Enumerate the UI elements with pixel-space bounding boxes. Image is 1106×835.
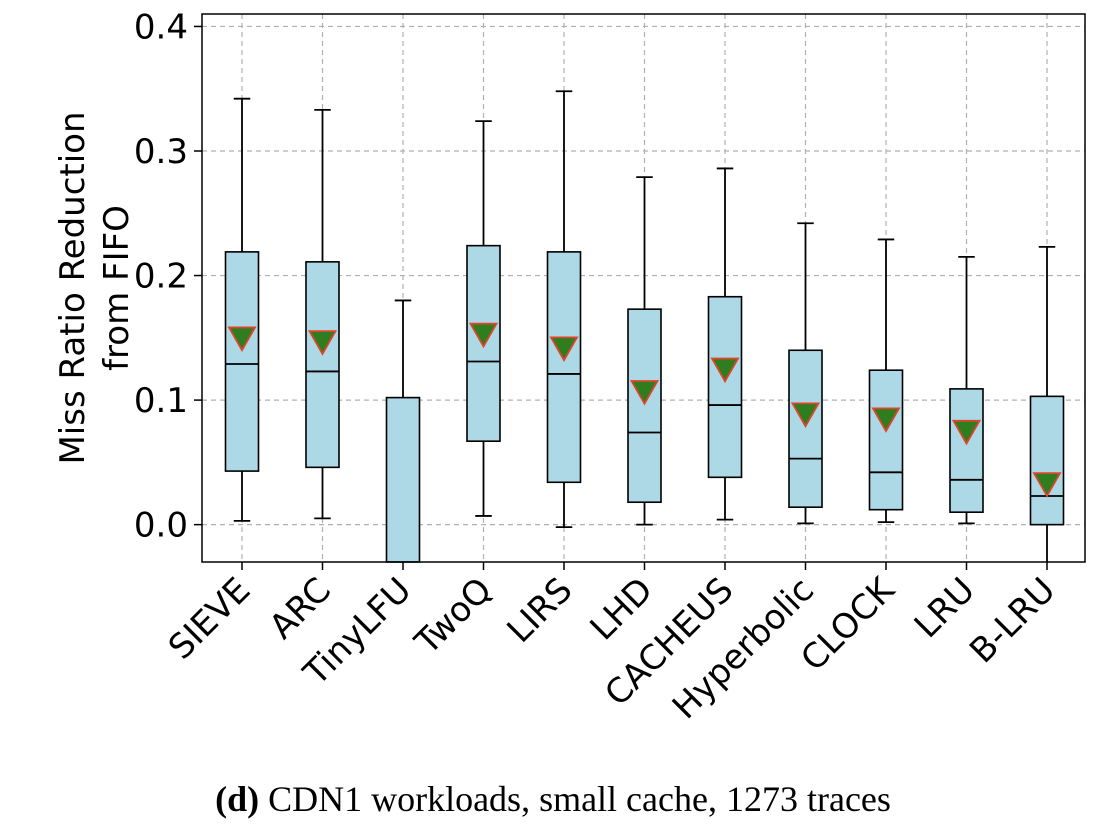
mean-marker bbox=[1032, 472, 1062, 498]
box-body bbox=[949, 388, 984, 513]
y-axis: 0.0 0.1 0.2 0.3 0.4 bbox=[134, 7, 202, 546]
y-tick-label: 0.1 bbox=[134, 381, 188, 421]
plot-frame bbox=[201, 13, 1086, 563]
box-arc bbox=[305, 109, 340, 520]
box-body bbox=[788, 349, 823, 509]
x-tick-label: B-LRU bbox=[962, 570, 1063, 671]
caption-text: CDN1 workloads, small cache, 1273 traces bbox=[268, 779, 891, 819]
box-body bbox=[627, 308, 662, 504]
x-tick-label: SIEVE bbox=[161, 570, 258, 667]
box-series bbox=[224, 90, 1065, 563]
y-tick-label: 0.3 bbox=[134, 132, 188, 172]
mean-marker bbox=[710, 357, 740, 384]
box-body bbox=[385, 396, 421, 563]
box-lru bbox=[949, 255, 984, 525]
box-sieve bbox=[224, 97, 260, 522]
box-body bbox=[1029, 395, 1065, 526]
box-b-lru bbox=[1029, 245, 1065, 562]
box-body bbox=[868, 369, 904, 511]
box-tinylfu bbox=[385, 299, 421, 563]
y-axis-title-line: Miss Ratio Reduction bbox=[53, 111, 93, 464]
box-hyperbolic bbox=[788, 222, 823, 525]
box-body bbox=[707, 295, 743, 479]
y-tick-label: 0.4 bbox=[134, 7, 188, 47]
box-twoq bbox=[466, 120, 501, 517]
y-tick-label: 0.2 bbox=[134, 257, 188, 297]
box-cacheus bbox=[707, 167, 743, 521]
box-body bbox=[305, 261, 340, 469]
caption-label: (d) bbox=[215, 779, 260, 819]
x-tick-label: LIRS bbox=[500, 570, 581, 651]
box-body bbox=[546, 251, 582, 484]
x-tick-label: CLOCK bbox=[793, 569, 903, 679]
mean-marker bbox=[468, 322, 499, 349]
mean-marker bbox=[790, 402, 821, 428]
figure-caption: (d) CDN1 workloads, small cache, 1273 tr… bbox=[0, 778, 1106, 820]
y-tick-label: 0.0 bbox=[134, 506, 188, 546]
box-clock bbox=[868, 238, 904, 524]
mean-marker bbox=[629, 380, 660, 406]
box-body bbox=[224, 251, 260, 472]
mean-marker bbox=[549, 336, 579, 362]
y-axis-title-line: from FIFO bbox=[97, 205, 137, 371]
mean-marker bbox=[307, 330, 338, 356]
x-tick-label: TwoQ bbox=[407, 570, 500, 663]
box-lirs bbox=[546, 90, 582, 529]
mean-marker bbox=[227, 326, 257, 352]
box-lhd bbox=[627, 176, 662, 526]
mean-marker bbox=[951, 419, 982, 446]
y-axis-title: Miss Ratio Reduction from FIFO bbox=[53, 111, 137, 464]
mean-marker bbox=[871, 407, 901, 433]
